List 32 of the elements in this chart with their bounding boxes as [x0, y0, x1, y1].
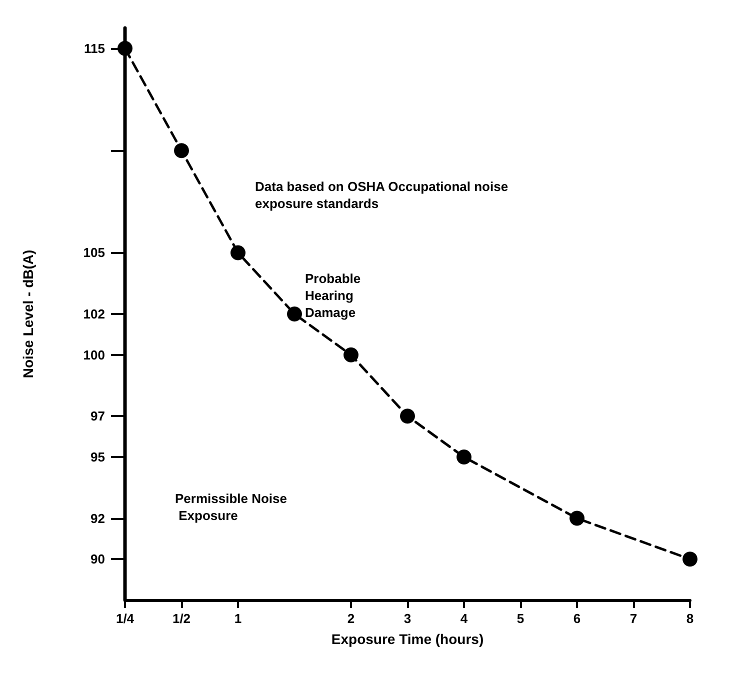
point	[230, 245, 246, 260]
annotation: Data based on OSHA Occupational noise exposure standards	[255, 179, 512, 211]
annotation: Probable Hearing Damage	[305, 271, 364, 320]
point	[118, 40, 132, 56]
x-tick-label: 8	[686, 611, 694, 626]
point	[344, 347, 358, 362]
annotation: Permissible Noise Exposure	[175, 491, 287, 523]
y-tick-label: 115	[84, 40, 105, 56]
x-tick-label: 1	[234, 611, 242, 626]
x-tick-label: 3	[404, 611, 412, 626]
x-tick-label: 1/2	[172, 611, 191, 626]
point	[456, 450, 472, 464]
x-axis-title: Exposure Time (hours)	[331, 631, 484, 647]
y-tick-label: 95	[90, 450, 105, 464]
y-axis-title: Noise Level - dB(A)	[20, 250, 36, 378]
x-tick-label: 1/4	[116, 611, 135, 626]
point	[570, 510, 584, 526]
x-tick-label: 5	[516, 611, 524, 626]
x-tick-label: 2	[347, 611, 355, 626]
x-tick-label: 6	[573, 611, 581, 626]
y-tick-label: 97	[90, 408, 105, 424]
x-tick-label: 4	[460, 611, 468, 626]
point	[682, 552, 698, 567]
point	[174, 143, 189, 158]
y-tick-label: 102	[83, 306, 105, 322]
y-tick-label: 105	[83, 245, 105, 260]
y-tick-label: 92	[90, 510, 105, 526]
y-tick-label: 100	[83, 347, 105, 362]
y-tick-label: 90	[90, 552, 105, 567]
point	[400, 408, 415, 424]
x-tick-label: 7	[630, 611, 638, 626]
point	[287, 306, 302, 322]
